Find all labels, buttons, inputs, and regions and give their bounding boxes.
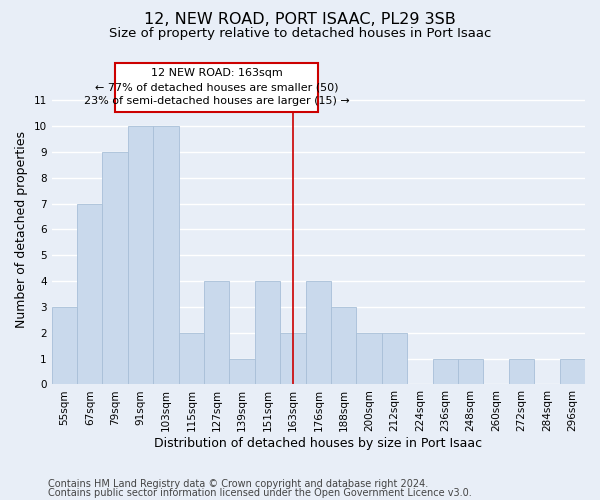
Text: Contains public sector information licensed under the Open Government Licence v3: Contains public sector information licen… — [48, 488, 472, 498]
Bar — [331, 307, 356, 384]
Bar — [204, 281, 229, 384]
Bar — [433, 358, 458, 384]
Bar — [229, 358, 255, 384]
Bar — [255, 281, 280, 384]
Text: Size of property relative to detached houses in Port Isaac: Size of property relative to detached ho… — [109, 28, 491, 40]
Bar — [458, 358, 484, 384]
Text: 12, NEW ROAD, PORT ISAAC, PL29 3SB: 12, NEW ROAD, PORT ISAAC, PL29 3SB — [144, 12, 456, 28]
Y-axis label: Number of detached properties: Number of detached properties — [15, 131, 28, 328]
Bar — [128, 126, 153, 384]
Text: 12 NEW ROAD: 163sqm
← 77% of detached houses are smaller (50)
23% of semi-detach: 12 NEW ROAD: 163sqm ← 77% of detached ho… — [84, 68, 350, 106]
Bar — [382, 333, 407, 384]
Bar — [509, 358, 534, 384]
Bar — [560, 358, 585, 384]
Bar — [280, 333, 305, 384]
Text: Contains HM Land Registry data © Crown copyright and database right 2024.: Contains HM Land Registry data © Crown c… — [48, 479, 428, 489]
Bar — [77, 204, 103, 384]
Bar — [153, 126, 179, 384]
Bar — [305, 281, 331, 384]
FancyBboxPatch shape — [115, 63, 319, 112]
Bar — [179, 333, 204, 384]
Bar — [356, 333, 382, 384]
Bar — [103, 152, 128, 384]
X-axis label: Distribution of detached houses by size in Port Isaac: Distribution of detached houses by size … — [154, 437, 482, 450]
Bar — [52, 307, 77, 384]
